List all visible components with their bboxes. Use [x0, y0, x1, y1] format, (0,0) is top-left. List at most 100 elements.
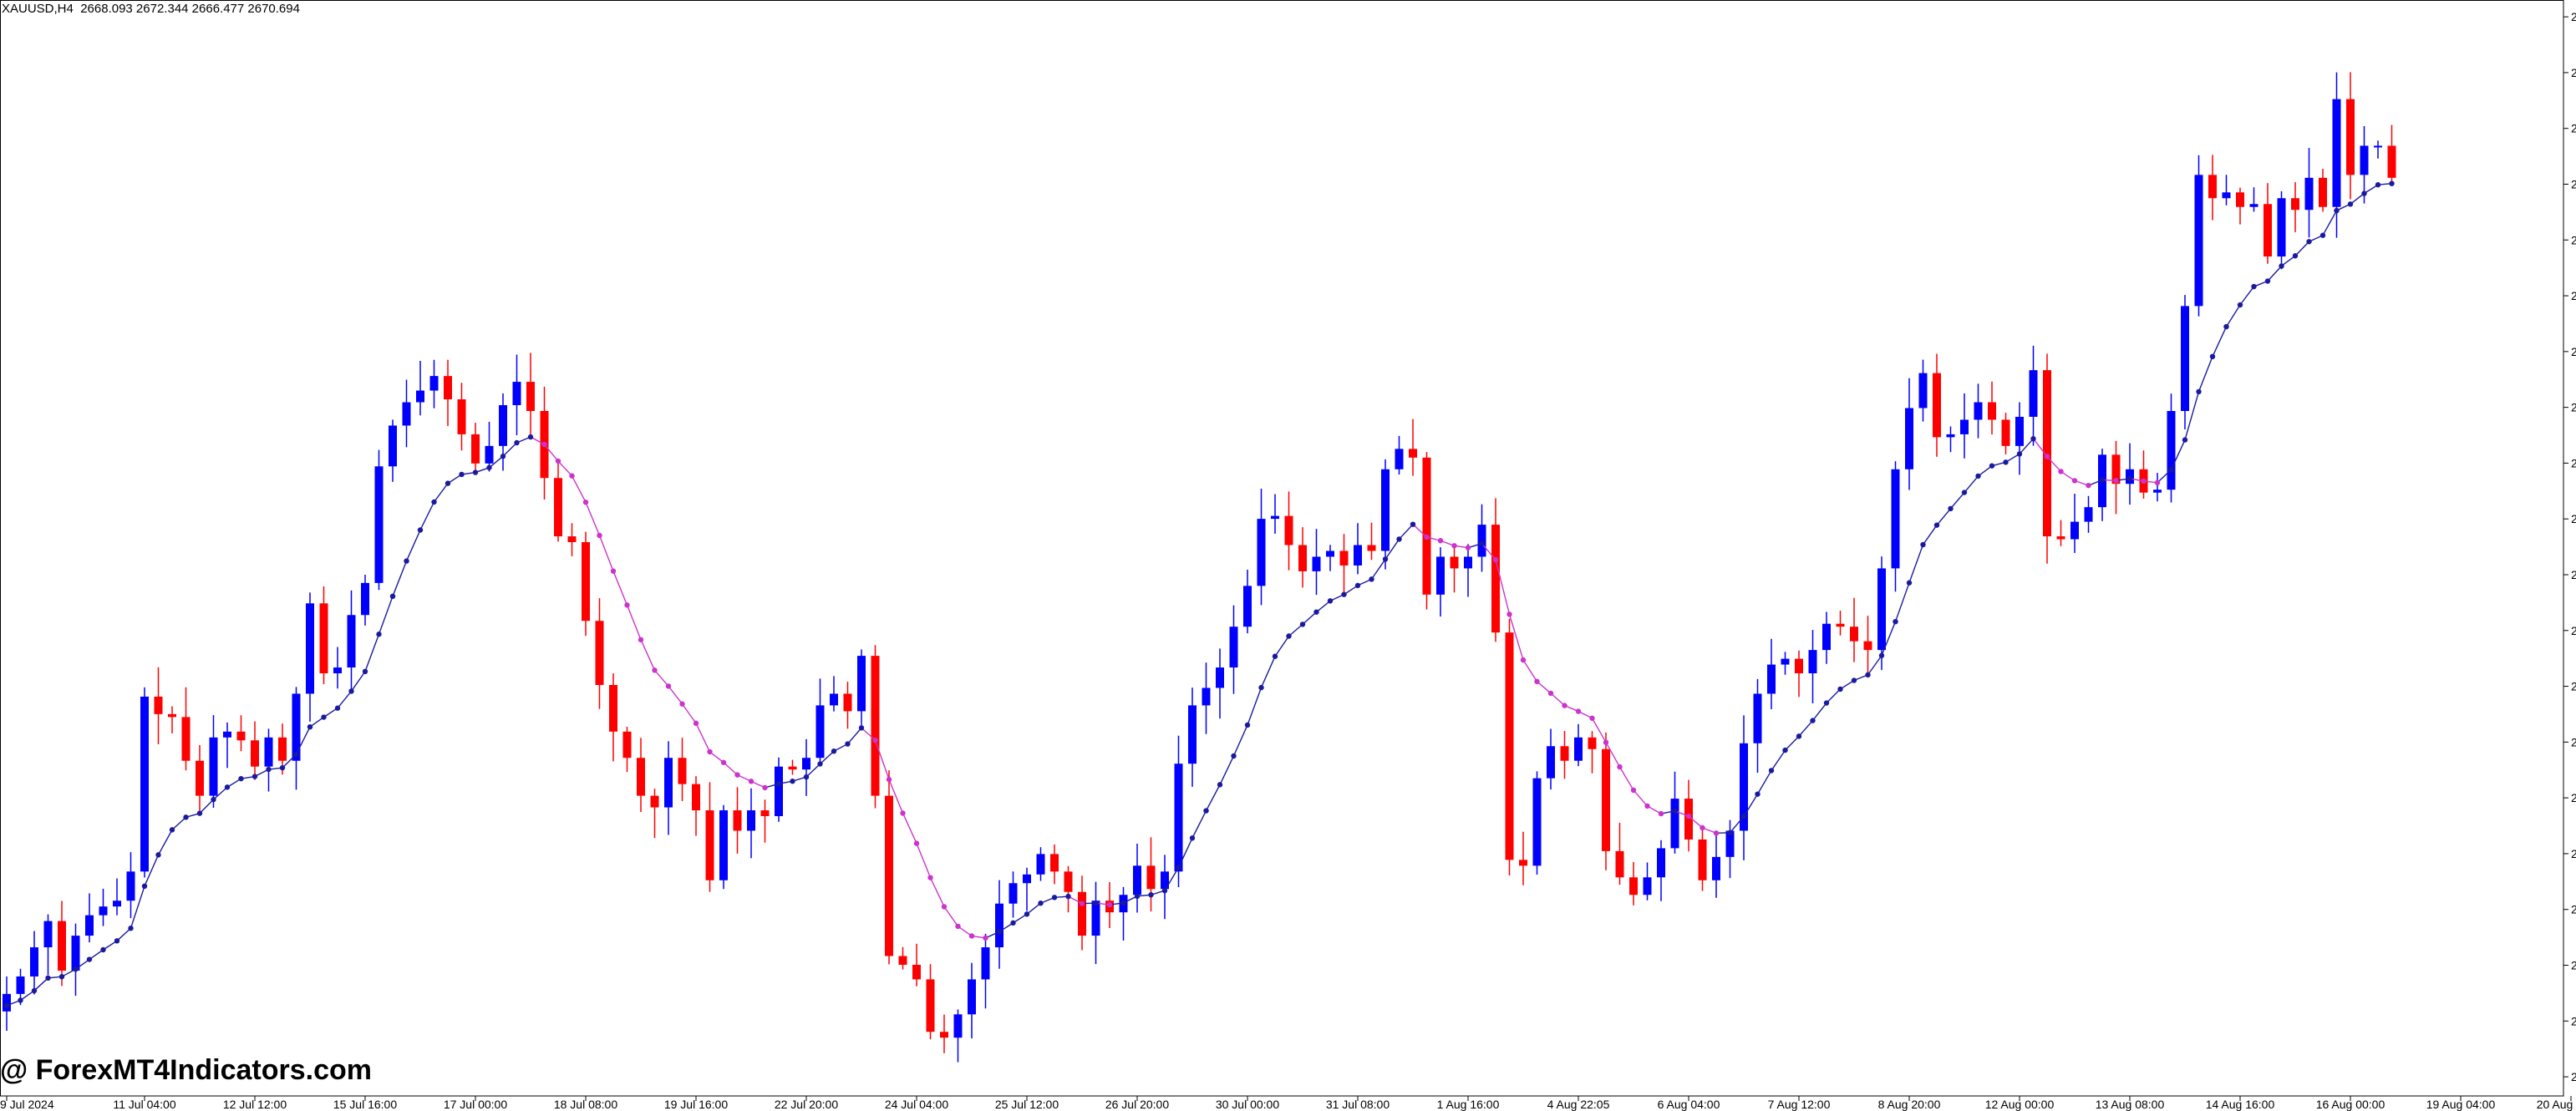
ma-segment — [2239, 286, 2255, 306]
ma-point — [279, 764, 286, 771]
bear-candle — [319, 603, 328, 674]
ma-point — [1740, 814, 1747, 819]
bull-candle — [429, 376, 439, 391]
bear-candle — [1602, 748, 1610, 851]
bull-candle — [802, 758, 810, 770]
bear-candle — [2056, 536, 2065, 540]
ma-segment — [1936, 508, 1952, 526]
ma-segment — [378, 596, 394, 635]
ma-segment — [2294, 241, 2310, 256]
ma-point — [2292, 253, 2299, 259]
ma-point — [1700, 824, 1705, 831]
ma-point — [445, 480, 451, 486]
ma-segment — [1164, 867, 1180, 891]
bear-candle — [1836, 623, 1845, 627]
ma-segment — [1729, 815, 1745, 834]
ma-segment — [929, 877, 945, 907]
ma-segment — [1205, 784, 1221, 811]
ma-point — [1893, 618, 1898, 625]
ma-point — [266, 766, 272, 773]
ma-point — [1961, 490, 1968, 495]
bear-candle — [1933, 373, 1941, 438]
ma-point — [141, 883, 148, 890]
x-tick-label: 9 Jul 2024 — [0, 1098, 54, 1111]
ma-segment — [1550, 692, 1565, 707]
ma-point — [2168, 467, 2174, 473]
ma-point — [362, 668, 368, 675]
bear-candle — [622, 731, 632, 758]
ma-point — [1051, 895, 1058, 900]
bear-candle — [471, 434, 480, 464]
ma-point — [1685, 813, 1692, 819]
bear-candle — [2236, 192, 2244, 207]
ma-point — [1589, 715, 1595, 721]
bull-candle — [1312, 556, 1321, 571]
y-tick-label: 2353.785 — [2571, 1070, 2576, 1083]
ma-point — [872, 737, 878, 743]
bull-candle — [2374, 145, 2382, 148]
ma-point — [527, 434, 534, 440]
ma-point — [638, 637, 644, 643]
bull-candle — [2070, 521, 2079, 540]
ma-segment — [1771, 749, 1786, 771]
y-tick-label: 2516.475 — [2571, 122, 2576, 135]
moving-average-layer — [3, 180, 2395, 1009]
bear-candle — [1367, 545, 1376, 551]
x-tick-label: 30 Jul 00:00 — [1216, 1098, 1279, 1111]
bear-candle — [2208, 175, 2217, 199]
ma-point — [334, 705, 341, 711]
ma-point — [86, 956, 93, 962]
ma-point — [2319, 232, 2326, 238]
ma-point — [404, 558, 409, 564]
ma-point — [100, 946, 106, 953]
bull-candle — [1133, 865, 1141, 895]
bull-candle — [1781, 658, 1790, 665]
bear-candle — [1795, 658, 1803, 674]
ma-point — [307, 723, 313, 730]
ma-segment — [1840, 679, 1855, 690]
bull-candle — [3, 993, 11, 1012]
bull-candle — [1354, 545, 1362, 566]
bear-candle — [1629, 877, 1638, 895]
ma-point — [155, 852, 161, 858]
ma-point — [1658, 810, 1664, 817]
x-tick-label: 15 Jul 16:00 — [333, 1098, 397, 1111]
ma-segment — [2197, 356, 2213, 393]
ma-segment — [585, 501, 601, 536]
bull-candle — [1009, 883, 1018, 904]
bull-candle — [1767, 664, 1776, 694]
bear-candle — [1078, 891, 1086, 936]
bear-candle — [940, 1032, 948, 1038]
ma-segment — [1922, 525, 1938, 545]
bull-candle — [1877, 568, 1886, 651]
ma-segment — [1508, 614, 1524, 661]
x-tick-label: 19 Aug 04:00 — [2426, 1098, 2496, 1111]
bull-candle — [1891, 469, 1900, 569]
y-tick-label: 2392.065 — [2571, 847, 2576, 860]
ma-segment — [1495, 559, 1511, 615]
ma-point — [968, 933, 975, 939]
ma-point — [775, 781, 782, 787]
ma-point — [1520, 657, 1527, 663]
bull-candle — [416, 390, 424, 403]
bear-candle — [154, 696, 163, 714]
bear-candle — [885, 795, 893, 956]
candles-layer — [3, 72, 2396, 1063]
bull-candle — [1243, 586, 1252, 627]
ma-point — [610, 568, 617, 574]
ma-segment — [103, 940, 118, 951]
ma-point — [597, 532, 602, 539]
bear-candle — [692, 784, 700, 811]
ma-segment — [2032, 438, 2048, 457]
bull-candle — [1464, 556, 1472, 569]
bear-candle — [898, 956, 907, 965]
bull-candle — [223, 731, 231, 738]
ma-point — [1782, 747, 1788, 753]
ma-point — [486, 464, 492, 470]
ma-point — [224, 784, 231, 790]
ma-point — [2237, 302, 2243, 308]
bull-candle — [1188, 705, 1197, 764]
ma-segment — [33, 977, 48, 992]
bull-candle — [2029, 370, 2038, 417]
bear-candle — [1505, 632, 1514, 860]
